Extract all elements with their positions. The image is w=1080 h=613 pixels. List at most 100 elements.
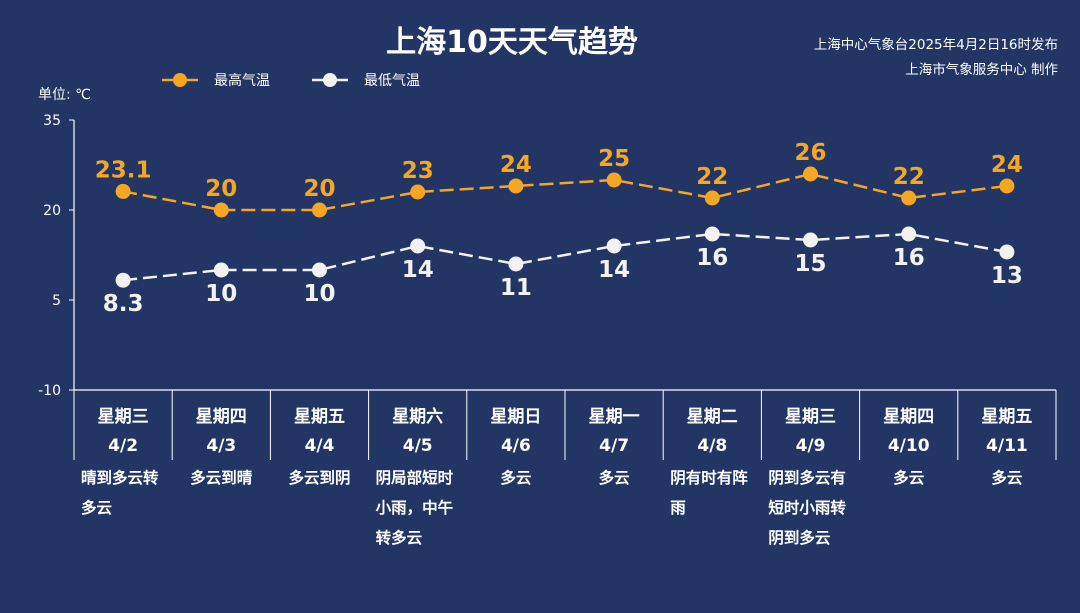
data-point (999, 178, 1015, 194)
y-ticks: 35 20 5 -10 (38, 113, 74, 399)
unit-label: 单位: ℃ (38, 87, 91, 103)
data-label: 14 (402, 257, 434, 283)
data-point (606, 172, 622, 188)
data-point (115, 183, 131, 199)
date-label: 4/7 (599, 436, 629, 456)
y-tick-label: 5 (52, 293, 61, 309)
weather-text: 雨 (670, 499, 686, 517)
data-label: 20 (205, 176, 237, 202)
date-label: 4/6 (501, 436, 531, 456)
weekday-label: 星期三 (785, 407, 836, 427)
date-label: 4/5 (403, 436, 433, 456)
data-point (508, 256, 524, 272)
date-label: 4/2 (108, 436, 138, 456)
weather-text: 转多云 (376, 528, 423, 547)
weather-text: 阴局部短时 (376, 468, 454, 487)
data-label: 14 (598, 257, 630, 283)
data-point (803, 232, 818, 248)
weekday-label: 星期日 (490, 407, 541, 427)
weekday-label: 星期六 (392, 406, 443, 427)
weather-text: 短时小雨转 (768, 498, 846, 517)
weekday-label: 星期五 (294, 407, 345, 427)
data-label: 16 (893, 245, 925, 271)
weather-text: 多云 (991, 468, 1022, 487)
weekday-label: 星期二 (687, 407, 738, 427)
data-label: 24 (500, 152, 532, 178)
data-label: 11 (500, 275, 532, 301)
data-label: 26 (794, 140, 826, 166)
data-point (803, 166, 818, 182)
legend-low-marker (323, 73, 337, 87)
weekday-label: 星期五 (981, 407, 1032, 427)
data-point (410, 184, 426, 200)
data-label: 22 (696, 164, 728, 190)
data-label: 20 (303, 176, 335, 202)
legend-low: 最低气温 (312, 73, 420, 89)
data-point (115, 272, 131, 288)
data-point (901, 190, 917, 206)
source-line-2: 上海市气象服务中心 制作 (905, 61, 1058, 78)
weather-text: 多云 (81, 498, 112, 517)
y-tick-label: -10 (38, 383, 61, 399)
legend-high-label: 最高气温 (214, 72, 270, 89)
series-low: 8.3 10 10 14 11 14 16 15 16 13 (103, 226, 1023, 317)
data-point (999, 244, 1015, 260)
data-point (312, 202, 327, 218)
data-label: 8.3 (103, 291, 144, 317)
legend-high: 最高气温 (162, 72, 270, 89)
weekday-label: 星期一 (589, 407, 640, 427)
weekday-label: 星期四 (883, 407, 934, 427)
data-label: 13 (991, 263, 1023, 289)
source-line-1: 上海中心气象台2025年4月2日16时发布 (814, 37, 1058, 53)
data-label: 15 (794, 251, 826, 277)
data-point (410, 238, 426, 254)
data-point (901, 226, 917, 242)
y-tick-label: 20 (43, 203, 61, 219)
chart-title: 上海10天天气趋势 (386, 25, 638, 60)
weekday-label: 星期四 (196, 407, 247, 427)
data-point (508, 178, 524, 194)
data-point (213, 202, 229, 218)
weather-text: 多云到晴 (190, 468, 253, 487)
weather-text: 阴到多云有 (768, 468, 846, 487)
data-label: 22 (893, 164, 925, 190)
series-line (122, 232, 1008, 282)
weather-text: 阴有时有阵 (670, 468, 748, 487)
data-label: 10 (303, 281, 335, 307)
category-labels: 星期三4/2晴到多云转多云星期四4/3多云到晴星期五4/4多云到阴星期六4/5阴… (81, 406, 1032, 547)
weather-text: 多云 (599, 468, 630, 487)
weather-text: 多云 (500, 468, 531, 487)
weather-text: 阴到多云 (768, 528, 830, 547)
date-label: 4/11 (986, 436, 1028, 456)
data-label: 23.1 (95, 157, 152, 183)
weather-text: 多云 (893, 468, 924, 487)
weather-text: 多云到阴 (288, 468, 350, 487)
series-high: 23.1 20 20 23 24 25 22 26 22 24 (95, 140, 1023, 218)
data-label: 16 (696, 245, 728, 271)
data-label: 24 (991, 152, 1023, 178)
date-label: 4/9 (796, 436, 826, 456)
legend-low-label: 最低气温 (364, 73, 420, 89)
weather-text: 晴到多云转 (81, 468, 159, 487)
date-label: 4/3 (206, 436, 236, 456)
legend: 最高气温 最低气温 (162, 72, 420, 89)
series-line (122, 172, 1008, 212)
weather-text: 小雨，中午 (376, 498, 454, 517)
category-grid (73, 390, 1057, 460)
data-point (312, 262, 327, 278)
data-label: 25 (598, 146, 630, 172)
date-label: 4/8 (697, 436, 727, 456)
data-label: 10 (205, 281, 237, 307)
series-layer: 23.1 20 20 23 24 25 22 26 22 24 8.3 10 10 14 11 14 16 15 1… (95, 140, 1023, 317)
data-point (704, 226, 720, 242)
data-point (606, 238, 622, 254)
data-point (213, 262, 229, 278)
date-label: 4/4 (305, 436, 335, 456)
date-label: 4/10 (888, 436, 930, 456)
data-point (704, 190, 720, 206)
data-label: 23 (402, 158, 434, 184)
y-tick-label: 35 (43, 113, 61, 129)
weekday-label: 星期三 (98, 407, 149, 427)
legend-high-marker (173, 73, 187, 87)
